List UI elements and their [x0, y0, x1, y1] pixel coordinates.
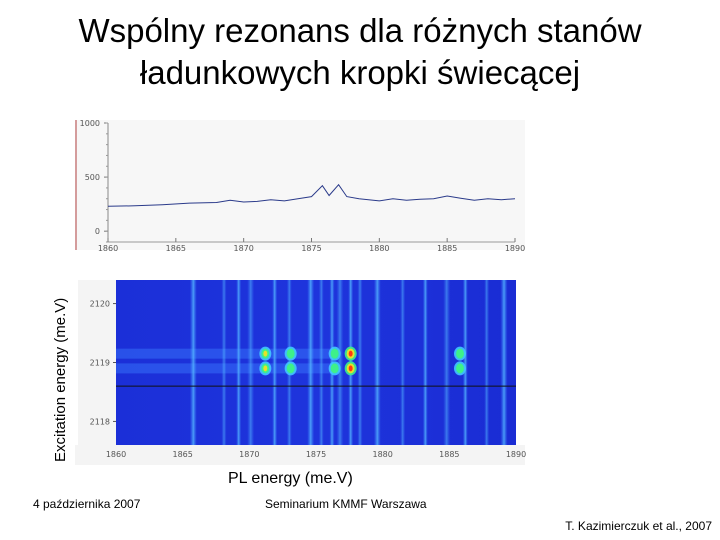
heatmap-y-ticks: 2118 2119 2120 — [90, 300, 116, 426]
title-line-1: Wspólny rezonans dla różnych stanów — [78, 12, 642, 49]
heatmap-line — [443, 280, 451, 445]
heatmap-hot-spot — [454, 346, 466, 361]
spectrum-x-tick-label: 1870 — [233, 244, 253, 253]
heatmap-line — [236, 280, 242, 445]
slide-title: Wspólny rezonans dla różnych stanów ładu… — [0, 10, 720, 94]
heatmap-hot-spot — [344, 346, 357, 361]
heatmap-line — [462, 280, 468, 445]
heatmap-line — [247, 280, 255, 445]
heatmap-line — [422, 280, 428, 445]
x-axis-label: PL energy (me.V) — [228, 470, 353, 487]
heatmap-label-strip — [78, 280, 116, 445]
heatmap-line — [357, 280, 363, 445]
pl-spectrum-plot: 0 500 1000 1860 1865 1870 1875 1880 1885 1890 — [75, 119, 525, 253]
heatmap-line — [400, 280, 406, 445]
spectrum-x-tick-label: 1875 — [301, 244, 321, 253]
heatmap-y-tick-label: 2118 — [90, 417, 110, 426]
heatmap-x-ticks: 1860 1865 1870 1875 1880 1885 1890 — [106, 450, 526, 459]
spectrum-panel-background — [75, 120, 525, 250]
heatmap-line — [373, 280, 381, 445]
ple-heatmap: 1860 1865 1870 1875 1880 1885 1890 2118 2119 212… — [75, 280, 526, 465]
spectrum-x-tick-label: 1860 — [98, 244, 118, 253]
footer-author: T. Kazimierczuk et al., 2007 — [565, 519, 712, 533]
spectrum-y-tick-label: 1000 — [80, 119, 100, 128]
footer-date: 4 października 2007 — [33, 497, 141, 511]
heatmap-x-tick-label: 1860 — [106, 450, 126, 459]
heatmap-x-tick-label: 1870 — [239, 450, 259, 459]
spectrum-x-tick-label: 1880 — [369, 244, 389, 253]
heatmap-x-tick-label: 1885 — [439, 450, 459, 459]
heatmap-hot-spot — [454, 361, 466, 376]
pl-spectrum-line — [107, 183, 516, 207]
heatmap-hot-spot — [344, 361, 357, 376]
heatmap-line — [272, 280, 278, 445]
heatmap-tick-strip — [75, 445, 525, 465]
heatmap-line — [307, 280, 315, 445]
heatmap-hot-spot — [328, 346, 341, 361]
heatmap-hot-spot — [259, 346, 272, 361]
spectrum-x-tick-label: 1865 — [166, 244, 186, 253]
heatmap-hot-spot — [284, 346, 297, 361]
heatmap-x-tick-label: 1865 — [172, 450, 192, 459]
spectrum-y-tick-label: 0 — [95, 227, 100, 236]
heatmap-hot-spot — [284, 361, 297, 376]
heatmap-line — [336, 280, 344, 445]
heatmap-y-tick-label: 2119 — [90, 359, 110, 368]
title-line-2: ładunkowych kropki świecącej — [139, 54, 581, 91]
heatmap-x-tick-label: 1875 — [306, 450, 326, 459]
spectrum-x-ticks: 1860 1865 1870 1875 1880 1885 1890 — [98, 238, 525, 253]
heatmap-line — [318, 280, 324, 445]
heatmap-background — [116, 280, 516, 445]
heatmap-hot-spot — [328, 361, 341, 376]
heatmap-y-tick-label: 2120 — [90, 300, 110, 309]
spectrum-y-tick-label: 500 — [85, 173, 100, 182]
spectrum-x-tick-label: 1885 — [437, 244, 457, 253]
heatmap-line — [484, 280, 490, 445]
heatmap-hot-spot — [259, 361, 272, 376]
heatmap-line — [221, 280, 227, 445]
y-axis-label: Excitation energy (me.V) — [52, 297, 69, 462]
footer-seminar: Seminarium KMMF Warszawa — [265, 497, 427, 511]
heatmap-hot-spots — [259, 346, 466, 376]
heatmap-line — [500, 280, 508, 445]
spectrum-x-tick-label: 1890 — [505, 244, 525, 253]
heatmap-x-tick-label: 1880 — [372, 450, 392, 459]
heatmap-x-tick-label: 1890 — [506, 450, 526, 459]
heatmap-line — [189, 280, 197, 445]
